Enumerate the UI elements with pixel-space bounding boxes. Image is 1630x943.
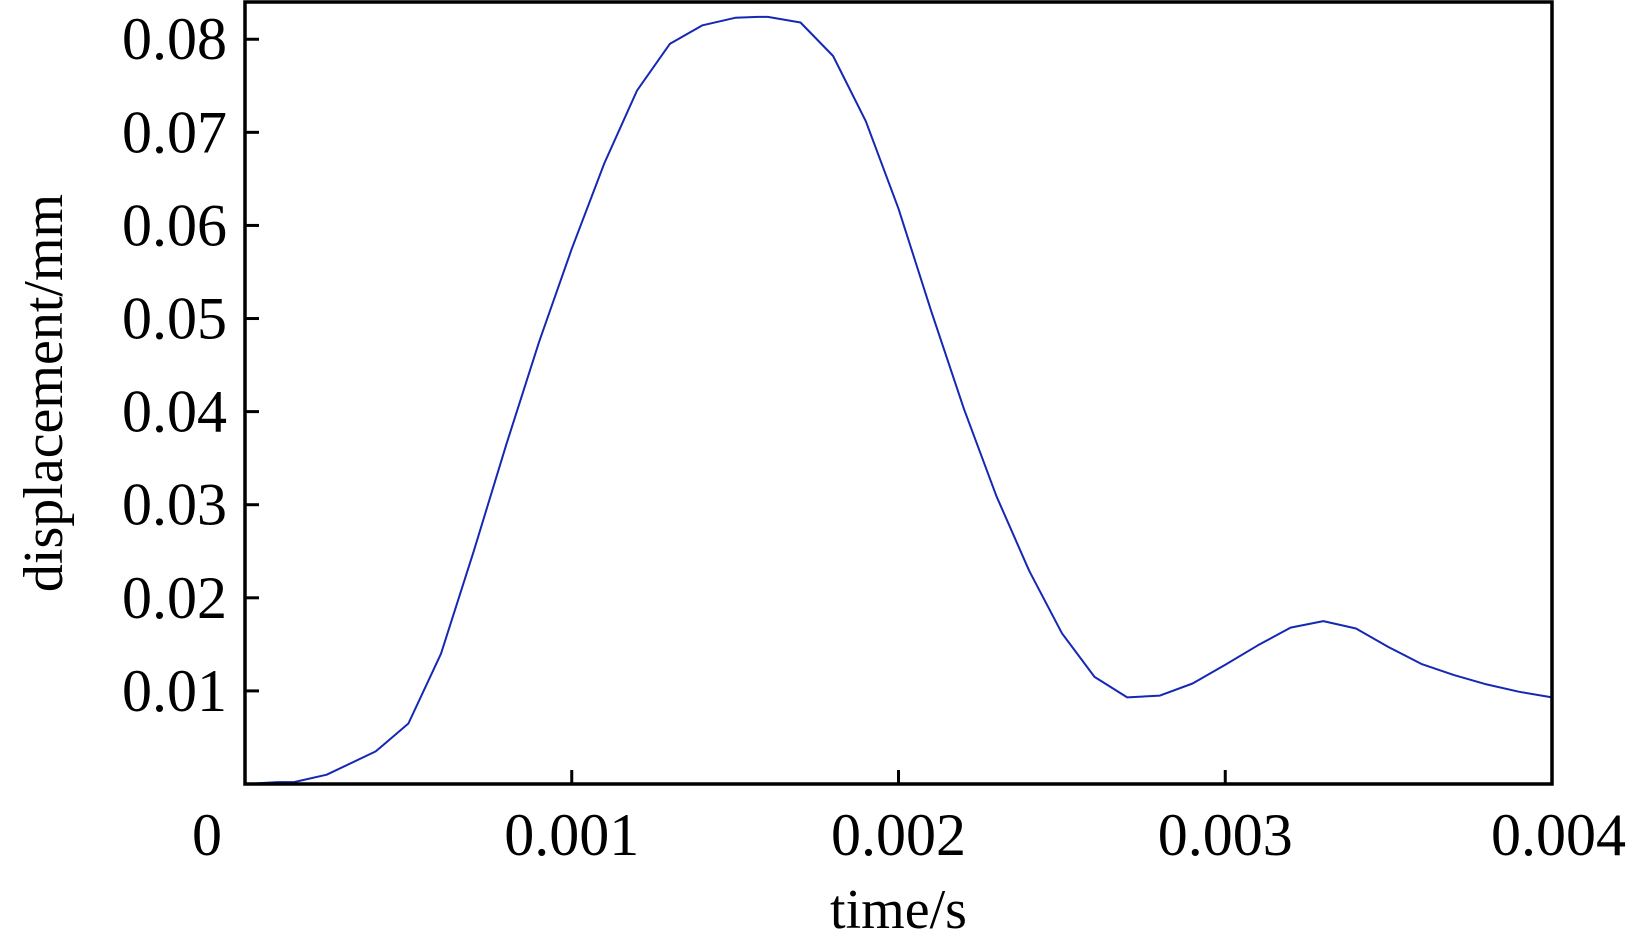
y-tick-label: 0.03 — [122, 472, 227, 538]
tick-labels: 0.001 0.002 0.003 0.004 0 0.01 0.02 0.03 0.04 0.0… — [122, 6, 1626, 868]
axis-ticks — [245, 37, 1554, 784]
y-axis-label: displacement/mm — [13, 194, 75, 592]
y-tick-label: 0.07 — [122, 99, 227, 165]
y-tick-label: 0.01 — [122, 658, 227, 724]
y-tick-label: 0.06 — [122, 192, 227, 258]
y-tick-label: 0.04 — [122, 379, 227, 445]
y-tick-label: 0.02 — [122, 565, 227, 631]
x-tick-label: 0.001 — [504, 802, 639, 868]
x-tick-label: 0.003 — [1158, 802, 1293, 868]
y-tick-label: 0.08 — [122, 6, 227, 72]
x-origin-label: 0 — [192, 802, 222, 868]
x-tick-label: 0.004 — [1491, 802, 1626, 868]
y-tick-label: 0.05 — [122, 286, 227, 352]
series-line — [244, 15, 1553, 785]
plot-frame — [243, 0, 1554, 786]
plot-lines — [244, 15, 1553, 785]
x-axis-label: time/s — [830, 879, 967, 941]
x-tick-label: 0.002 — [831, 802, 966, 868]
